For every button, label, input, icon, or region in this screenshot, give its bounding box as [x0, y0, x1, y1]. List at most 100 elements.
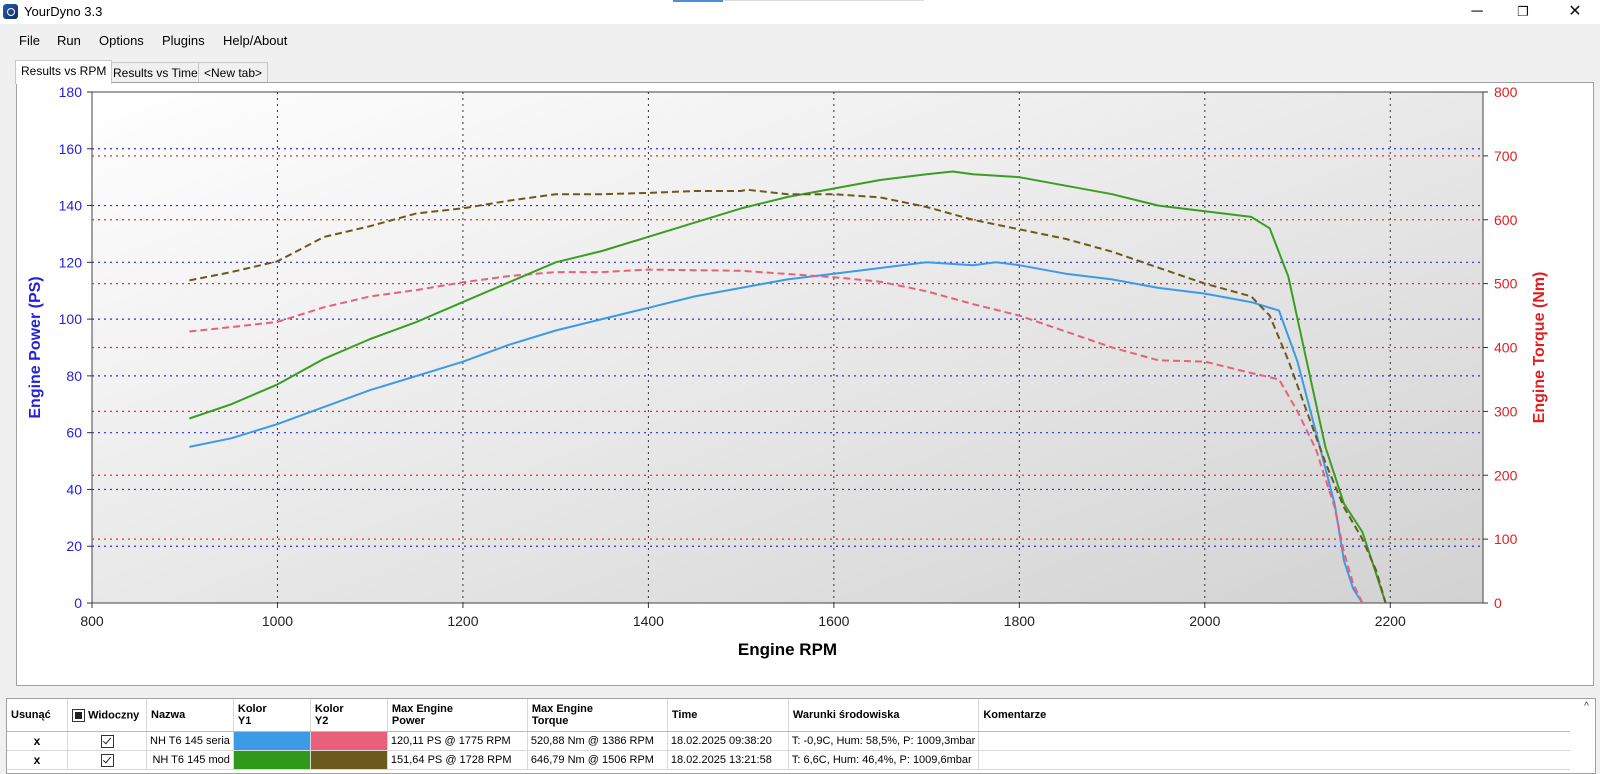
col-color-y1[interactable]: Kolor Y1: [233, 699, 311, 732]
nh-t6-145-mod-power-line: [189, 170, 1387, 604]
chart-panel: 800 1000 1200 1400 1600 1800 2000 2200 0 20 40 60 80…: [16, 82, 1594, 686]
scroll-up-icon[interactable]: ^: [1584, 701, 1589, 712]
minimize-button[interactable]: ─: [1471, 3, 1483, 20]
tab-results-vs-time[interactable]: Results vs Time: [107, 62, 204, 83]
run-name[interactable]: NH T6 145 seria: [146, 731, 234, 751]
col-max-torque-line2: Torque: [531, 715, 569, 727]
y-tick-label: 180: [59, 84, 83, 100]
y-tick-label: 120: [59, 254, 83, 270]
x-tick-label: 1600: [818, 613, 849, 629]
y-axis-label: Engine Power (PS): [27, 276, 44, 418]
x-tick-label: 1800: [1004, 613, 1035, 629]
y-tick-label: 100: [59, 311, 83, 327]
tab-results-vs-rpm[interactable]: Results vs RPM: [15, 60, 113, 84]
y2-tick-label: 200: [1494, 467, 1518, 483]
nh-t6-145-seria-torque-line: [189, 268, 1364, 604]
menu-run[interactable]: Run: [57, 33, 81, 48]
y2-tick-label: 700: [1494, 148, 1518, 164]
max-power-value: 120,11 PS @ 1775 RPM: [387, 731, 528, 751]
y-tick-label: 140: [59, 198, 83, 214]
series-lines: [189, 170, 1387, 604]
col-name[interactable]: Nazwa: [146, 699, 234, 732]
col-visible[interactable]: Widoczny: [67, 699, 147, 732]
col-visible-label: Widoczny: [88, 708, 140, 721]
delete-row-button[interactable]: x: [7, 731, 68, 751]
taskbar-line: [724, 0, 924, 1]
max-torque-value: 646,79 Nm @ 1506 RPM: [527, 750, 668, 770]
col-max-power[interactable]: Max Engine Power: [387, 699, 528, 732]
axis-ticks: 800 1000 1200 1400 1600 1800 2000 2200020406080…: [59, 84, 1518, 629]
col-max-power-line1: Max Engine: [391, 703, 454, 715]
color-y2-swatch[interactable]: [310, 750, 388, 770]
y-tick-label: 80: [66, 368, 82, 384]
col-comments[interactable]: Komentarze: [978, 699, 1571, 732]
results-table: Usunąć Widoczny Nazwa Kolor Y1 Kolor Y2 …: [7, 699, 1571, 770]
nh-t6-145-seria-power-line: [189, 261, 1364, 604]
x-tick-label: 2200: [1375, 613, 1406, 629]
x-tick-label: 1200: [447, 613, 478, 629]
max-torque-value: 520,88 Nm @ 1386 RPM: [527, 731, 668, 751]
max-power-value: 151,64 PS @ 1728 RPM: [387, 750, 528, 770]
col-color-y2-line2: Y2: [314, 715, 329, 727]
col-max-torque-line1: Max Engine: [531, 703, 594, 715]
col-color-y2-line1: Kolor: [314, 703, 344, 715]
col-color-y1-line2: Y1: [237, 715, 252, 727]
grid-lines: [92, 92, 1483, 603]
y-tick-label: 60: [66, 425, 82, 441]
comment-cell[interactable]: [978, 750, 1571, 770]
delete-row-button[interactable]: x: [7, 750, 68, 770]
visible-cell[interactable]: [67, 731, 147, 751]
menu-help-about[interactable]: Help/About: [223, 33, 288, 48]
app-icon: [3, 4, 18, 19]
y2-tick-label: 100: [1494, 531, 1518, 547]
y2-tick-label: 800: [1494, 84, 1518, 100]
title-bar: YourDyno 3.3 ─ ❐ ✕: [0, 0, 1600, 24]
col-max-torque[interactable]: Max Engine Torque: [527, 699, 668, 732]
conditions-value: T: 6,6C, Hum: 46,4%, P: 1009,6mbar: [788, 750, 980, 770]
col-max-power-line2: Power: [391, 715, 425, 727]
taskbar-highlight: [673, 0, 723, 2]
y2-tick-label: 0: [1494, 595, 1502, 611]
color-y1-swatch[interactable]: [233, 731, 311, 751]
maximize-button[interactable]: ❐: [1517, 4, 1529, 19]
x-tick-label: 1400: [633, 613, 664, 629]
dyno-chart: 800 1000 1200 1400 1600 1800 2000 2200020406080…: [27, 84, 1548, 659]
close-button[interactable]: ✕: [1568, 3, 1582, 20]
y-tick-label: 20: [66, 538, 82, 554]
menu-file[interactable]: File: [19, 33, 40, 48]
color-y1-swatch[interactable]: [233, 750, 311, 770]
y-tick-label: 160: [59, 141, 83, 157]
menu-options[interactable]: Options: [99, 33, 144, 48]
conditions-value: T: -0,9C, Hum: 58,5%, P: 1009,3mbar: [788, 731, 980, 751]
visible-cell[interactable]: [67, 750, 147, 770]
time-value: 18.02.2025 09:38:20: [667, 731, 789, 751]
menu-plugins[interactable]: Plugins: [162, 33, 205, 48]
visible-checkbox[interactable]: [100, 734, 114, 748]
table-row[interactable]: x NH T6 145 seria 120,11 PS @ 1775 RPM 5…: [7, 731, 1571, 751]
select-all-checkbox[interactable]: [72, 708, 85, 722]
window-title: YourDyno 3.3: [24, 4, 103, 19]
color-y2-swatch[interactable]: [310, 731, 388, 751]
comment-cell[interactable]: [978, 731, 1571, 751]
table-row[interactable]: x NH T6 145 mod 151,64 PS @ 1728 RPM 646…: [7, 750, 1571, 770]
x-tick-label: 800: [80, 613, 104, 629]
y2-tick-label: 400: [1494, 340, 1518, 356]
x-tick-label: 2000: [1189, 613, 1220, 629]
col-delete[interactable]: Usunąć: [7, 699, 68, 732]
col-color-y1-line1: Kolor: [237, 703, 267, 715]
nh-t6-145-mod-torque-line: [189, 188, 1387, 604]
col-conditions[interactable]: Warunki środowiska: [788, 699, 980, 732]
visible-checkbox[interactable]: [100, 753, 114, 767]
y2-tick-label: 600: [1494, 212, 1518, 228]
y-tick-label: 0: [74, 595, 82, 611]
y2-tick-label: 500: [1494, 276, 1518, 292]
menu-bar: File Run Options Plugins Help/About: [0, 24, 1600, 60]
run-name[interactable]: NH T6 145 mod: [146, 750, 234, 770]
y2-tick-label: 300: [1494, 403, 1518, 419]
x-axis-label: Engine RPM: [738, 640, 837, 659]
col-color-y2[interactable]: Kolor Y2: [310, 699, 388, 732]
time-value: 18.02.2025 13:21:58: [667, 750, 789, 770]
tab-new[interactable]: <New tab>: [198, 62, 269, 83]
y-tick-label: 40: [66, 481, 82, 497]
col-time[interactable]: Time: [667, 699, 789, 732]
